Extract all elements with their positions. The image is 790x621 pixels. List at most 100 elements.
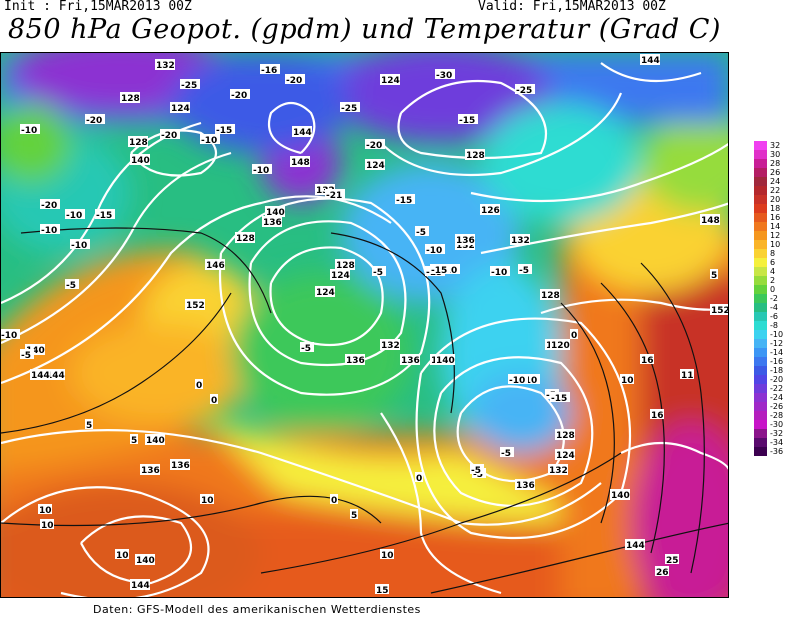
svg-text:-15: -15 [431, 266, 447, 276]
svg-text:-5: -5 [519, 266, 529, 276]
svg-text:124: 124 [366, 161, 385, 171]
geopotential-label: 126 [480, 204, 500, 216]
colorbar-swatch [754, 312, 767, 321]
svg-text:128: 128 [336, 261, 355, 271]
colorbar-swatch [754, 411, 767, 420]
colorbar-tick-label: 22 [770, 186, 781, 195]
temperature-label: -25 [180, 79, 200, 91]
svg-text:140: 140 [146, 436, 165, 446]
svg-text:140: 140 [436, 356, 455, 366]
svg-text:-20: -20 [161, 131, 177, 141]
svg-text:10: 10 [201, 496, 214, 506]
svg-text:126: 126 [481, 206, 500, 216]
colorbar-swatch [754, 258, 767, 267]
colorbar-tick-label: -34 [770, 438, 784, 447]
colorbar-tick-label: -10 [770, 330, 784, 339]
geopotential-label: 140 [610, 489, 630, 501]
svg-text:146: 146 [206, 261, 225, 271]
colorbar-swatch [754, 276, 767, 285]
svg-text:140: 140 [131, 156, 150, 166]
temperature-label: -20 [85, 114, 105, 126]
svg-text:0: 0 [196, 381, 202, 391]
colorbar-tick-label: 18 [770, 204, 781, 213]
svg-text:148: 148 [291, 158, 310, 168]
svg-text:136: 136 [171, 461, 190, 471]
svg-text:10: 10 [116, 551, 129, 561]
svg-text:136: 136 [456, 236, 475, 246]
colorbar-tick-label: 12 [770, 231, 781, 240]
temperature-label: -15 [215, 124, 235, 136]
geopotential-label: 128 [335, 259, 355, 271]
svg-text:5: 5 [711, 271, 717, 281]
colorbar-swatch [754, 438, 767, 447]
svg-text:132: 132 [511, 236, 530, 246]
colorbar-swatch [754, 294, 767, 303]
colorbar-tick-label: 10 [770, 240, 781, 249]
svg-text:-10: -10 [41, 226, 57, 236]
colorbar-tick-label: -18 [770, 366, 784, 375]
geopotential-label: 140 [25, 344, 45, 356]
geopotential-label: 124 [330, 269, 350, 281]
temperature-label: -5 [20, 349, 34, 361]
temperature-contours [1, 227, 728, 594]
svg-text:140: 140 [611, 491, 630, 501]
geopotential-label: 148 [700, 214, 720, 226]
svg-text:144: 144 [293, 128, 312, 138]
svg-text:-5: -5 [416, 228, 426, 238]
svg-text:144: 144 [46, 371, 65, 381]
geopotential-label: 136 [515, 479, 535, 491]
map-canvas: 1321281241281241201241241281441481321401… [1, 53, 729, 597]
colorbar-swatch [754, 339, 767, 348]
svg-text:-16: -16 [261, 66, 277, 76]
colorbar-tick-label: -36 [770, 447, 784, 456]
svg-text:128: 128 [129, 138, 148, 148]
chart-title: 850 hPa Geopot. (gpdm) und Temperatur (G… [8, 14, 721, 45]
colorbar-swatch [754, 159, 767, 168]
svg-text:140: 140 [136, 556, 155, 566]
svg-text:144: 144 [31, 371, 50, 381]
colorbar-tick-label: 8 [770, 249, 776, 258]
colorbar-swatch [754, 249, 767, 258]
colorbar-swatch [754, 195, 767, 204]
temperature-label: -15 [95, 209, 115, 221]
temperature-label: -10 [520, 374, 540, 386]
temperature-label: 25 [665, 554, 679, 566]
svg-text:-15: -15 [396, 196, 412, 206]
svg-text:144: 144 [626, 541, 645, 551]
temperature-label: -15 [430, 264, 450, 276]
geopotential-label: 136 [170, 459, 190, 471]
svg-text:144: 144 [131, 581, 150, 591]
colorbar-tick-label: 20 [770, 195, 781, 204]
geopotential-label: 124 [380, 74, 400, 86]
svg-text:-30: -30 [436, 71, 452, 81]
colorbar-tick-label: 32 [770, 141, 781, 150]
geopotential-label: 140 [135, 554, 155, 566]
colorbar-tick-label: -32 [770, 429, 784, 438]
svg-text:0: 0 [211, 396, 217, 406]
geopotential-label: 140 [145, 434, 165, 446]
colorbar-swatch [754, 168, 767, 177]
svg-text:136: 136 [346, 356, 365, 366]
temperature-label: -10 [20, 124, 40, 136]
svg-text:152: 152 [711, 306, 729, 316]
temperature-label: -10 [252, 164, 272, 176]
svg-text:16: 16 [651, 411, 664, 421]
svg-text:-10: -10 [253, 166, 269, 176]
colorbar-swatch [754, 150, 767, 159]
svg-text:-25: -25 [341, 104, 357, 114]
temperature-label: -20 [160, 129, 180, 141]
colorbar-swatch [754, 348, 767, 357]
colorbar-swatch [754, 240, 767, 249]
colorbar-swatch [754, 204, 767, 213]
temperature-label: -5 [500, 447, 514, 459]
temperature-label: -20 [230, 89, 250, 101]
weather-map: 1321281241281241201241241281441481321401… [0, 52, 729, 598]
svg-text:-10: -10 [1, 331, 17, 341]
colorbar-tick-label: -30 [770, 420, 784, 429]
colorbar-swatch [754, 393, 767, 402]
svg-text:124: 124 [171, 104, 190, 114]
temperature-label: -25 [340, 102, 360, 114]
header: Init : Fri,15MAR2013 00Z Valid: Fri,15MA… [0, 0, 790, 52]
colorbar-swatch [754, 384, 767, 393]
geopotential-label: 128 [120, 92, 140, 104]
